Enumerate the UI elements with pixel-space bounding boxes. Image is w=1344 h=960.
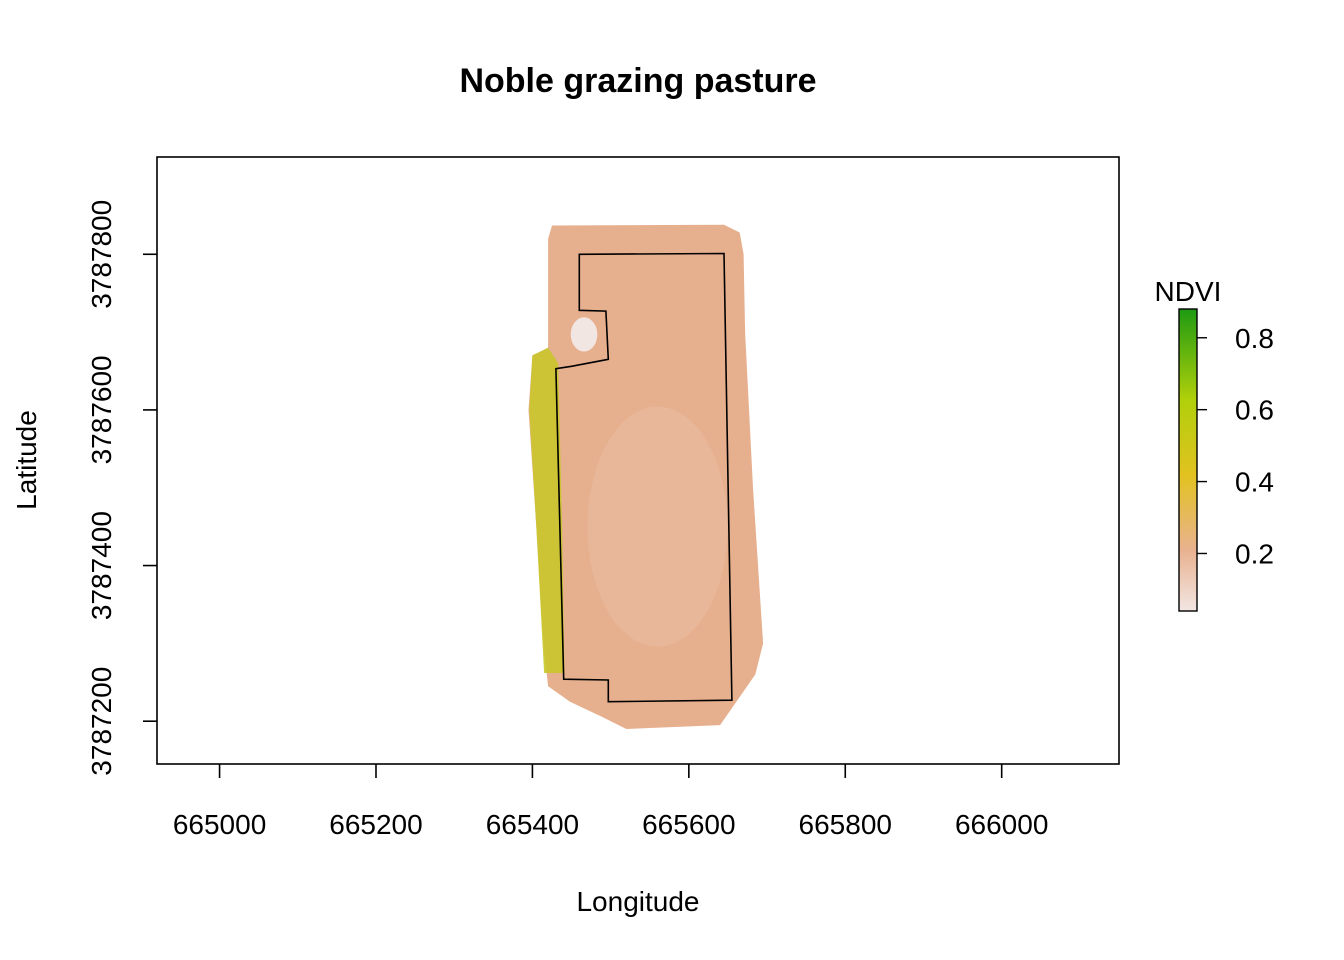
plot-frame	[156, 156, 1120, 765]
legend-tick-label: 0.8	[1235, 323, 1274, 354]
green-vegetation-strip	[529, 347, 565, 673]
bare-soil-patch	[570, 317, 598, 352]
y-tick-label: 3787200	[86, 667, 117, 776]
y-tick-label: 3787600	[86, 355, 117, 464]
x-tick-label: 665600	[642, 809, 735, 840]
ndvi-legend: 0.2 0.4 0.6 0.8	[1178, 308, 1274, 612]
x-tick-label: 665400	[486, 809, 579, 840]
legend-title: NDVI	[1155, 276, 1222, 307]
legend-color-bar	[1178, 308, 1198, 612]
legend-tick-label: 0.2	[1235, 538, 1274, 569]
y-tick-label: 3787800	[86, 200, 117, 309]
x-axis-label: Longitude	[576, 886, 699, 917]
ndvi-raster	[528, 224, 764, 729]
light-vegetation-area	[587, 406, 728, 647]
y-axis: 3787200 3787400 3787600 3787800	[86, 200, 157, 776]
x-tick-label: 665800	[799, 809, 892, 840]
pasture-boundary-line	[555, 252, 733, 703]
x-axis: 665000 665200 665400 665600 665800 666000	[173, 764, 1048, 840]
legend-tick-label: 0.6	[1235, 395, 1274, 426]
pasture-boundary	[555, 252, 733, 703]
y-axis-label: Latitude	[11, 410, 42, 510]
x-tick-label: 665000	[173, 809, 266, 840]
y-tick-label: 3787400	[86, 511, 117, 620]
legend-tick-label: 0.4	[1235, 467, 1274, 498]
map-title: Noble grazing pasture	[459, 62, 816, 100]
x-tick-label: 666000	[955, 809, 1048, 840]
x-tick-label: 665200	[329, 809, 422, 840]
